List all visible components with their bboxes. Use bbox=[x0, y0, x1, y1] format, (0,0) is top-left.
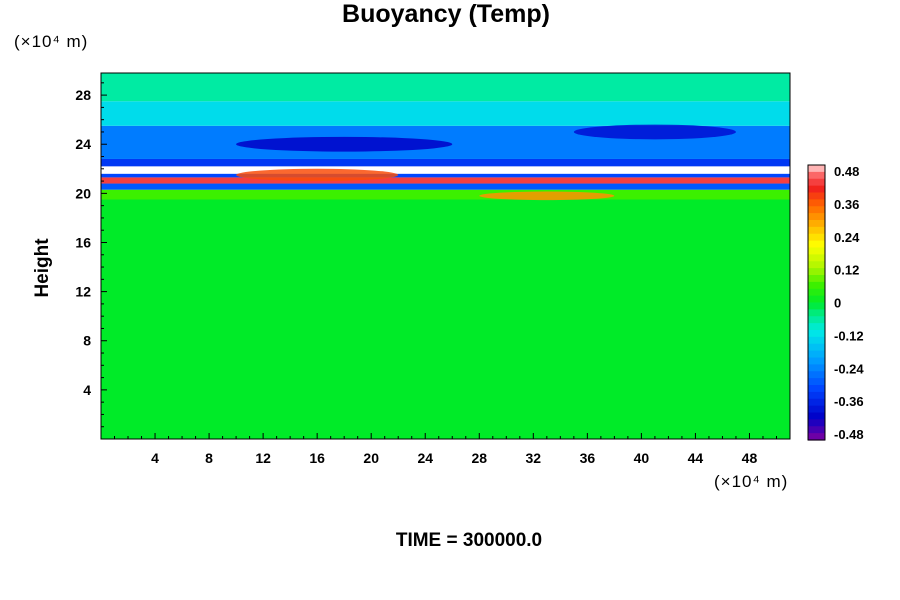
y-tick-label: 28 bbox=[75, 87, 91, 103]
field-band-1 bbox=[101, 189, 790, 200]
field-band-5 bbox=[101, 166, 790, 174]
colorbar-step bbox=[808, 240, 825, 249]
y-tick-label: 16 bbox=[75, 234, 91, 250]
plot-frame bbox=[100, 72, 791, 440]
colorbar-step bbox=[808, 254, 825, 262]
colorbar-step bbox=[808, 412, 825, 420]
y-unit-label: (×10⁴ m) bbox=[14, 32, 89, 51]
colorbar-step bbox=[808, 220, 825, 228]
field-band-4 bbox=[101, 173, 790, 178]
colorbar-tick-label: -0.36 bbox=[834, 394, 864, 409]
colorbar-frame bbox=[807, 164, 826, 441]
colorbar-tick-label: 0.48 bbox=[834, 164, 859, 179]
x-axis: 4 8 12 16 20 24 28 32 36 40 44 48 bbox=[114, 433, 777, 466]
colorbar-tick-label: 0.12 bbox=[834, 263, 859, 278]
x-tick-label: 20 bbox=[363, 450, 379, 466]
x-tick-label: 8 bbox=[205, 450, 213, 466]
colorbar-step bbox=[808, 378, 825, 386]
colorbar-step bbox=[808, 316, 825, 324]
colorbar-step bbox=[808, 309, 825, 317]
colorbar-step bbox=[808, 192, 825, 200]
colorbar-step bbox=[808, 323, 825, 331]
colorbar-step bbox=[808, 295, 825, 304]
colorbar-step bbox=[808, 213, 825, 221]
field-band-8 bbox=[101, 101, 790, 126]
colorbar-step bbox=[808, 385, 825, 393]
x-tick-label: 4 bbox=[151, 450, 159, 466]
colorbar-step bbox=[808, 426, 825, 434]
field-feature-3 bbox=[573, 124, 736, 140]
colorbar-step bbox=[808, 268, 825, 276]
colorbar-step bbox=[808, 185, 825, 194]
x-tick-label: 24 bbox=[417, 450, 433, 466]
colorbar-step bbox=[808, 233, 825, 242]
time-label: TIME = 300000.0 bbox=[395, 530, 543, 551]
colorbar-step bbox=[808, 405, 825, 414]
field-band-6 bbox=[101, 158, 790, 167]
heatmap-field bbox=[101, 73, 790, 439]
field-feature-0 bbox=[236, 168, 399, 182]
colorbar-tick-label: -0.24 bbox=[834, 361, 864, 376]
colorbar-step bbox=[808, 371, 825, 379]
y-tick-label: 20 bbox=[75, 185, 91, 201]
x-tick-label: 44 bbox=[688, 450, 704, 466]
colorbar-tick-label: 0 bbox=[834, 296, 841, 311]
colorbar-step bbox=[808, 330, 825, 338]
colorbar: 0.48 0.36 0.24 0.12 0 -0.12 -0.24 -0.36 -0.48 bbox=[807, 164, 864, 442]
y-tick-label: 8 bbox=[83, 333, 91, 349]
x-unit-label: (×10⁴ m) bbox=[714, 472, 789, 491]
colorbar-step bbox=[808, 288, 825, 297]
colorbar-step bbox=[808, 226, 825, 235]
field-band-9 bbox=[101, 73, 790, 102]
x-tick-label: 48 bbox=[742, 450, 758, 466]
colorbar-tick-label: 0.36 bbox=[834, 197, 859, 212]
colorbar-step bbox=[808, 261, 825, 269]
colorbar-step bbox=[808, 350, 825, 359]
colorbar-tick-label: -0.12 bbox=[834, 328, 864, 343]
field-feature-2 bbox=[479, 191, 615, 201]
colorbar-step bbox=[808, 357, 825, 365]
colorbar-step bbox=[808, 364, 825, 372]
colorbar-step bbox=[808, 391, 825, 400]
x-tick-label: 12 bbox=[255, 450, 271, 466]
colorbar-step bbox=[808, 171, 825, 180]
y-tick-label: 12 bbox=[75, 284, 91, 300]
colorbar-step bbox=[808, 336, 825, 345]
colorbar-tick-label: 0.24 bbox=[834, 230, 860, 245]
x-tick-label: 28 bbox=[471, 450, 487, 466]
colorbar-step bbox=[808, 398, 825, 407]
colorbar-tick-label: -0.48 bbox=[834, 427, 864, 442]
y-tick-label: 4 bbox=[83, 382, 91, 398]
x-tick-label: 40 bbox=[634, 450, 650, 466]
colorbar-step bbox=[808, 165, 825, 173]
x-tick-label: 16 bbox=[309, 450, 325, 466]
colorbar-step bbox=[808, 199, 825, 207]
x-tick-label: 32 bbox=[526, 450, 542, 466]
colorbar-step bbox=[808, 302, 825, 310]
y-axis: 4 8 12 16 20 24 28 bbox=[75, 82, 107, 428]
colorbar-step bbox=[808, 433, 825, 441]
colorbar-step bbox=[808, 281, 825, 290]
colorbar-step bbox=[808, 206, 825, 214]
colorbar-step bbox=[808, 178, 825, 187]
colorbar-step bbox=[808, 419, 825, 427]
colorbar-step bbox=[808, 275, 825, 283]
y-tick-label: 24 bbox=[75, 136, 91, 152]
chart-title: Buoyancy (Temp) bbox=[342, 0, 550, 28]
field-band-2 bbox=[101, 183, 790, 190]
colorbar-step bbox=[808, 247, 825, 255]
x-tick-label: 36 bbox=[580, 450, 596, 466]
field-band-0 bbox=[101, 199, 790, 439]
colorbar-step bbox=[808, 343, 825, 352]
field-feature-1 bbox=[236, 136, 453, 152]
field-band-3 bbox=[101, 177, 790, 184]
